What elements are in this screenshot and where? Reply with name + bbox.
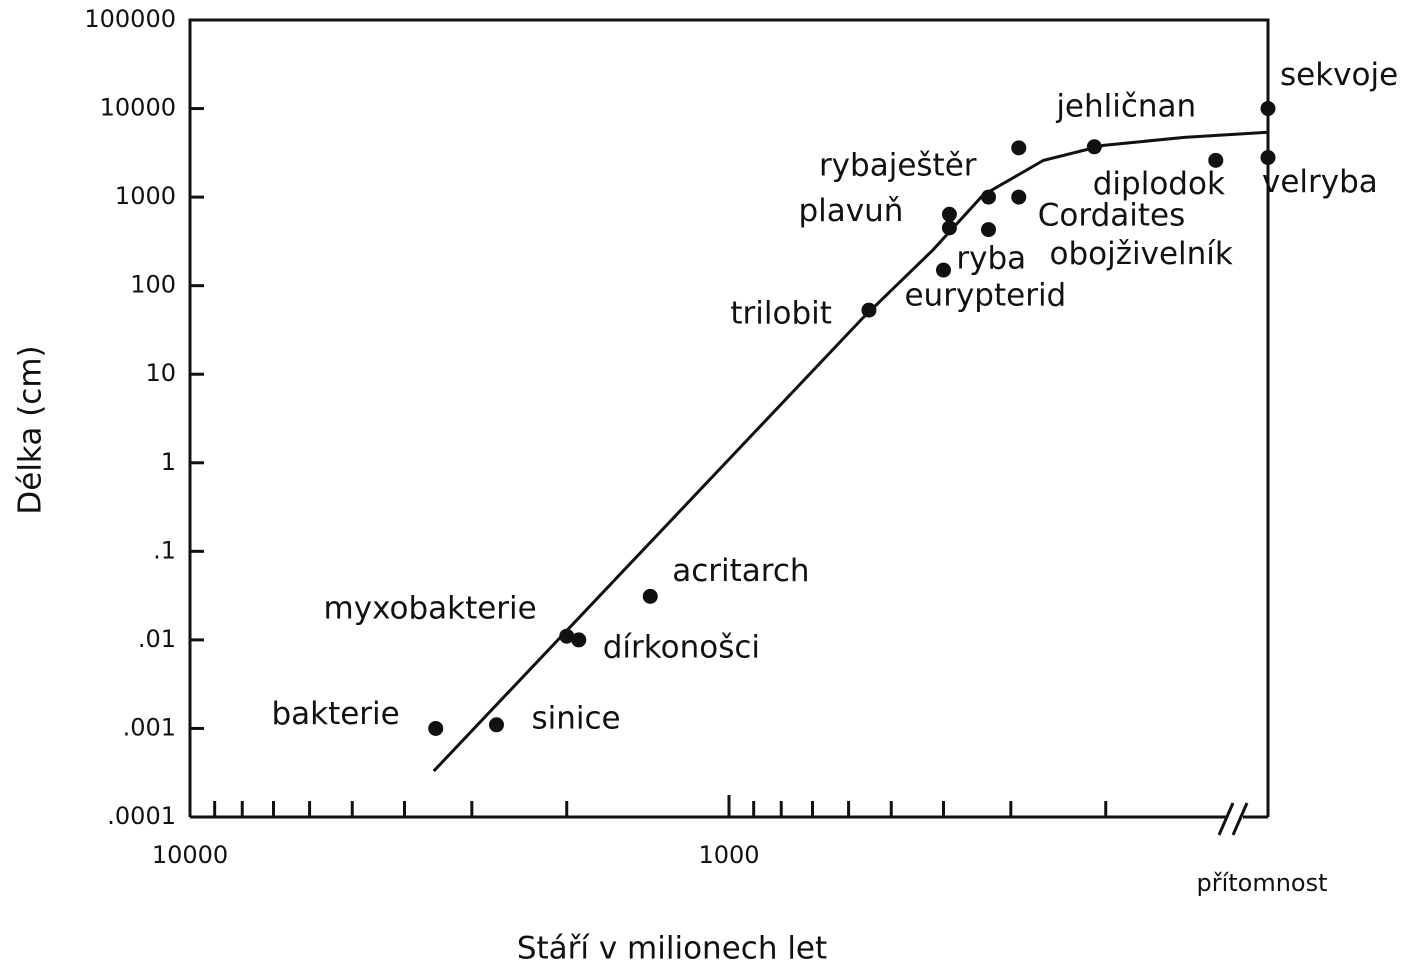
point-label: ryba [956, 240, 1026, 276]
point-label: sinice [531, 700, 620, 736]
y-tick-label: .1 [153, 536, 176, 564]
data-point [941, 220, 957, 236]
x-tick-label: 10000 [152, 841, 228, 869]
data-point [981, 222, 997, 238]
data-point [488, 717, 504, 733]
y-tick-label: 10 [145, 359, 176, 387]
x-axis-title: Stáří v milionech let [517, 931, 827, 967]
point-label: velryba [1262, 164, 1378, 200]
point-label: sekvoje [1280, 57, 1398, 93]
x-tick-label: 1000 [698, 841, 759, 869]
y-tick-label: 1 [161, 448, 176, 476]
point-label: acritarch [672, 553, 809, 589]
data-point [1260, 101, 1276, 117]
point-label: rybaještěr [819, 148, 977, 184]
point-label: trilobit [730, 296, 832, 332]
plot-frame [188, 18, 1270, 817]
y-tick-label: 10000 [100, 94, 176, 122]
y-tick-label: .001 [123, 713, 176, 741]
data-point [981, 189, 997, 205]
data-point [1208, 152, 1224, 168]
axis-break [1217, 802, 1249, 836]
x-tick-label: přítomnost [1196, 869, 1327, 897]
point-label: Cordaites [1038, 198, 1185, 234]
point-label: dírkonošci [603, 629, 760, 665]
data-point [428, 720, 444, 736]
data-point [1011, 189, 1027, 205]
y-tick-label: 1000 [115, 182, 176, 210]
y-tick-label: 100 [130, 271, 176, 299]
data-point [935, 262, 951, 278]
point-label: obojživelník [1050, 236, 1233, 272]
data-point [642, 588, 658, 604]
data-point [1011, 140, 1027, 156]
point-label: jehličnan [1055, 88, 1196, 124]
y-tick-label: .01 [138, 625, 176, 653]
point-label: eurypterid [904, 278, 1066, 314]
data-point [1086, 139, 1102, 155]
data-point [571, 632, 587, 648]
point-label: myxobakterie [324, 591, 537, 627]
point-label: bakterie [271, 696, 399, 732]
y-axis-title: Délka (cm) [13, 345, 49, 514]
data-point [1260, 150, 1276, 166]
y-tick-label: .0001 [107, 802, 176, 830]
data-point [941, 206, 957, 222]
y-tick-label: 100000 [84, 5, 176, 33]
point-label: plavuň [798, 193, 903, 229]
data-point [861, 302, 877, 318]
point-label: diplodok [1093, 166, 1225, 202]
data-point [559, 628, 575, 644]
